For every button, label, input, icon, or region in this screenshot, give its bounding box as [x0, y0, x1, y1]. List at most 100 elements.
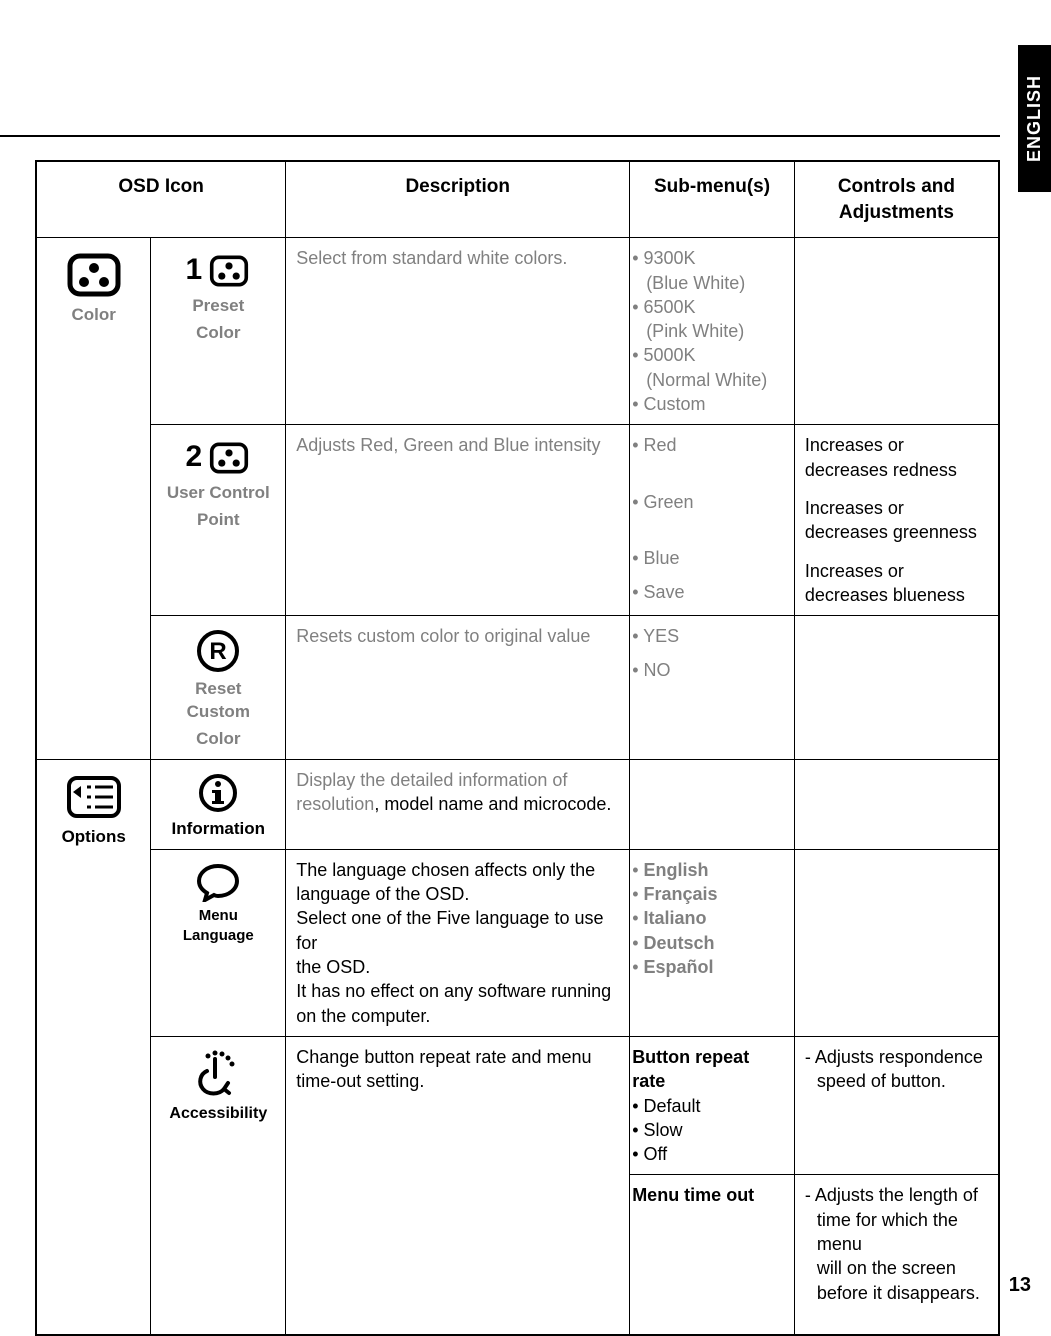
reset-submenus: • YES • NO: [630, 616, 795, 760]
preset-desc: Select from standard white colors.: [286, 238, 630, 425]
language-tab: ENGLISH: [1018, 45, 1051, 192]
accessibility-sub2: Menu time out: [630, 1175, 795, 1335]
accessibility-label: Accessibility: [161, 1103, 275, 1125]
lang-deutsch: Deutsch: [644, 933, 715, 953]
ml-d2: language of the OSD.: [296, 882, 629, 906]
info-desc-1: Display the detailed information of: [296, 770, 567, 790]
acc-c2-4: before it disappears.: [805, 1281, 988, 1305]
reset-icon: R: [195, 628, 241, 674]
acc-sub1-title: Button repeat rate: [632, 1045, 784, 1094]
acc-sub1-off: • Off: [632, 1142, 784, 1166]
menu-language-icon: [195, 862, 241, 902]
user-control-icon: [207, 440, 251, 476]
sub-red: • Red: [632, 433, 784, 457]
header-description: Description: [286, 161, 630, 238]
color-icon: [64, 250, 124, 300]
osd-table: OSD Icon Description Sub-menu(s) Control…: [35, 160, 1000, 1336]
acc-c2-1: - Adjusts the length of: [805, 1183, 988, 1207]
sub-blue-white: (Blue White): [632, 271, 784, 295]
accessibility-ctrl1: - Adjusts respondence speed of button.: [794, 1036, 999, 1174]
acc-c2-2: time for which the menu: [805, 1208, 988, 1257]
preset-controls: [794, 238, 999, 425]
accessibility-ctrl2: - Adjusts the length of time for which t…: [794, 1175, 999, 1335]
menu-language-controls: [794, 849, 999, 1036]
acc-c2-3: will on the screen: [805, 1256, 988, 1280]
sub-no: • NO: [632, 658, 784, 682]
sub-custom: • Custom: [632, 392, 784, 416]
menu-language-desc: The language chosen affects only the lan…: [286, 849, 630, 1036]
row-accessibility-1: Accessibility Change button repeat rate …: [36, 1036, 999, 1174]
information-icon: [197, 772, 239, 814]
accessibility-icon: [193, 1049, 243, 1099]
sub-normal-white: (Normal White): [632, 368, 784, 392]
sub-blue: • Blue: [632, 546, 784, 570]
ctrl-red: Increases or decreases redness: [805, 433, 988, 482]
table-header-row: OSD Icon Description Sub-menu(s) Control…: [36, 161, 999, 238]
menu-language-label: Menu Language: [161, 906, 275, 947]
preset-label-2: Color: [161, 322, 275, 345]
preset-submenus: • 9300K (Blue White) • 6500K (Pink White…: [630, 238, 795, 425]
preset-color-icon: [207, 253, 251, 289]
sub-5000k: • 5000K: [632, 343, 784, 367]
ml-d6: on the computer.: [296, 1004, 629, 1028]
reset-label-2: Color: [161, 728, 275, 751]
reset-controls: [794, 616, 999, 760]
info-desc-2: resolution: [296, 794, 374, 814]
page-number: 13: [1009, 1274, 1031, 1297]
acc-c1-1: - Adjusts respondence: [805, 1045, 988, 1069]
acc-sub1-default: • Default: [632, 1094, 784, 1118]
usercontrol-label-2: Point: [161, 509, 275, 532]
ml-d3: Select one of the Five language to use f…: [296, 906, 629, 955]
information-controls: [794, 759, 999, 849]
color-group-label: Color: [47, 304, 140, 327]
sub-9300k: • 9300K: [632, 246, 784, 270]
svg-text:R: R: [210, 638, 227, 665]
options-group-label: Options: [47, 826, 140, 849]
row-information: Options Information Display the detailed…: [36, 759, 999, 849]
lang-english: English: [644, 860, 709, 880]
ml-d1: The language chosen affects only the: [296, 858, 629, 882]
ml-d4: the OSD.: [296, 955, 629, 979]
usercontrol-num: 2: [185, 440, 202, 473]
reset-label-1: Reset Custom: [161, 678, 275, 724]
usercontrol-label-1: User Control: [161, 482, 275, 505]
acc-sub2-title: Menu time out: [632, 1183, 784, 1207]
reset-desc: Resets custom color to original value: [286, 616, 630, 760]
info-desc-3: , model name and microcode.: [374, 794, 611, 814]
acc-sub1-slow: • Slow: [632, 1118, 784, 1142]
usercontrol-desc: Adjusts Red, Green and Blue intensity: [286, 425, 630, 616]
information-submenus: [630, 759, 795, 849]
sub-yes: • YES: [632, 624, 784, 648]
acc-c1-2: speed of button.: [805, 1069, 988, 1093]
header-controls: Controls and Adjustments: [794, 161, 999, 238]
lang-italiano: Italiano: [644, 908, 707, 928]
ctrl-blue: Increases or decreases blueness: [805, 559, 988, 608]
menu-language-submenus: • English • Français • Italiano • Deutsc…: [630, 849, 795, 1036]
header-osd-icon: OSD Icon: [36, 161, 286, 238]
row-user-control: 2 User Control Point Adjusts Red, Green …: [36, 425, 999, 616]
row-menu-language: Menu Language The language chosen affect…: [36, 849, 999, 1036]
sub-save: • Save: [632, 580, 784, 604]
acc-d2: time-out setting.: [296, 1069, 619, 1093]
preset-label-1: Preset: [161, 295, 275, 318]
usercontrol-controls: Increases or decreases redness Increases…: [794, 425, 999, 616]
accessibility-desc: Change button repeat rate and menu time-…: [286, 1036, 630, 1334]
sub-6500k: • 6500K: [632, 295, 784, 319]
acc-d1: Change button repeat rate and menu: [296, 1045, 619, 1069]
row-preset-color: Color 1 Preset Color Select from standar…: [36, 238, 999, 425]
usercontrol-submenus: • Red • Green • Blue • Save: [630, 425, 795, 616]
sub-pink-white: (Pink White): [632, 319, 784, 343]
row-reset-custom: R Reset Custom Color Resets custom color…: [36, 616, 999, 760]
information-desc: Display the detailed information of reso…: [286, 759, 630, 849]
lang-espanol: Español: [644, 957, 714, 977]
ml-d5: It has no effect on any software running: [296, 979, 629, 1003]
information-label: Information: [161, 818, 275, 841]
lang-francais: Français: [644, 884, 718, 904]
ctrl-green: Increases or decreases greenness: [805, 496, 988, 545]
header-sub-menus: Sub-menu(s): [630, 161, 795, 238]
preset-num: 1: [185, 253, 202, 286]
sub-green: • Green: [632, 490, 784, 514]
options-icon: [65, 772, 123, 822]
accessibility-sub1: Button repeat rate • Default • Slow • Of…: [630, 1036, 795, 1174]
top-rule: [0, 135, 1000, 137]
